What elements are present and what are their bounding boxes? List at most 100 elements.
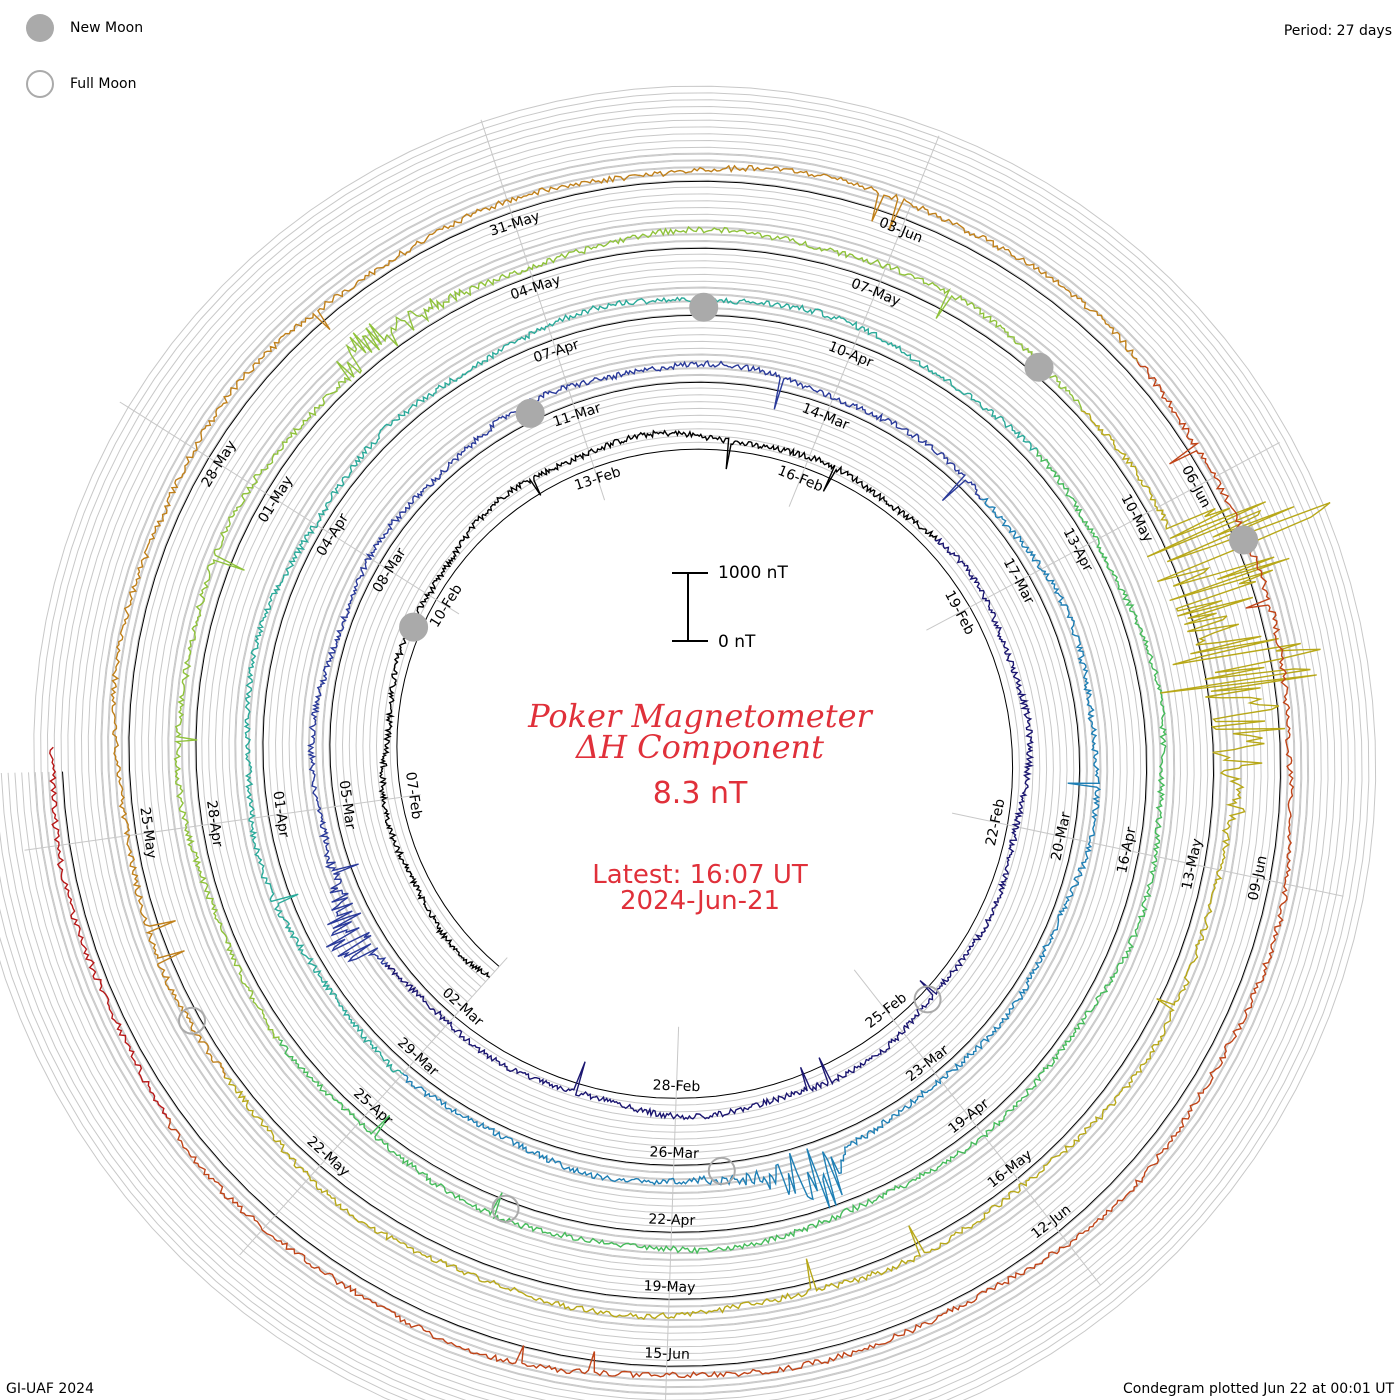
dh-trace-segment xyxy=(1067,747,1102,843)
dh-trace-segment xyxy=(194,341,279,451)
dh-trace-segment xyxy=(573,1167,674,1186)
dh-trace-segment xyxy=(939,1013,1010,1080)
date-label: 04-May xyxy=(508,272,562,303)
dh-trace-segment xyxy=(1160,615,1321,745)
date-label: 19-Feb xyxy=(941,588,978,638)
latest-date: 2024-Jun-21 xyxy=(619,886,781,916)
dh-trace-segment xyxy=(278,916,338,1001)
dh-trace-segment xyxy=(993,826,1020,903)
dh-trace-segment xyxy=(528,233,646,271)
dh-trace-segment xyxy=(173,709,198,828)
dh-trace-segment xyxy=(98,985,168,1118)
dh-trace-segment xyxy=(419,266,530,323)
dh-trace-segment xyxy=(656,359,748,372)
current-value: 8.3 nT xyxy=(652,776,748,811)
dh-trace-segment xyxy=(466,481,522,534)
dh-trace-segment xyxy=(520,451,590,496)
dh-trace-segment xyxy=(1142,637,1167,747)
legend-new-moon: New Moon xyxy=(26,12,143,44)
dh-trace-segment xyxy=(808,1312,944,1366)
new-moon-marker xyxy=(515,398,545,428)
grid-spiral xyxy=(41,160,1302,1388)
dh-trace-segment xyxy=(1033,266,1139,362)
day-spoke xyxy=(665,1026,680,1400)
dh-trace-segment xyxy=(861,326,953,386)
date-label: 13-Feb xyxy=(573,464,623,494)
dh-trace-segment xyxy=(1096,538,1146,639)
dh-trace-segment xyxy=(644,225,768,239)
dh-trace-segment xyxy=(316,441,378,526)
full-moon-marker xyxy=(707,1156,736,1185)
dh-trace-segment xyxy=(422,430,491,490)
dh-trace-segment xyxy=(1040,568,1084,654)
day-spoke xyxy=(24,794,421,851)
dh-trace-segment xyxy=(983,1052,1059,1138)
dh-trace-segment xyxy=(672,1168,773,1190)
date-label: 31-May xyxy=(488,208,542,239)
dh-trace-segment xyxy=(384,964,450,1025)
dh-trace-segment xyxy=(278,1039,360,1123)
scale-top-label: 1000 nT xyxy=(718,563,788,583)
legend-full-moon: Full Moon xyxy=(26,68,136,100)
dh-trace-segment xyxy=(336,999,404,1075)
baseline-spiral xyxy=(62,180,1281,1367)
new-moon-marker xyxy=(399,612,429,642)
latest-time: Latest: 16:07 UT xyxy=(592,860,808,890)
dh-trace-segment xyxy=(225,937,280,1040)
day-spoke xyxy=(788,135,940,507)
new-moon-marker xyxy=(1229,525,1259,555)
dh-trace-segment xyxy=(244,613,267,717)
dh-trace-segment xyxy=(386,1308,525,1365)
dh-trace-segment xyxy=(1011,671,1034,750)
grid-spiral xyxy=(0,119,1343,1400)
dh-trace-segment xyxy=(670,1234,785,1255)
dh-trace-segment xyxy=(110,571,141,705)
dh-trace-segment xyxy=(449,1191,558,1237)
dh-trace-segment xyxy=(1121,855,1158,963)
full-moon-icon xyxy=(26,70,54,98)
date-label: 14-Mar xyxy=(800,400,852,433)
date-label: 19-May xyxy=(643,1278,695,1296)
dh-trace-segment xyxy=(872,492,938,541)
grid-spiral xyxy=(48,167,1295,1381)
scale-bottom-label: 0 nT xyxy=(718,632,756,652)
dh-trace-segment xyxy=(381,799,410,869)
dh-trace-segment xyxy=(263,525,319,615)
dh-trace-segment xyxy=(594,1095,676,1120)
dh-trace-segment xyxy=(358,1114,451,1195)
day-spoke xyxy=(480,119,606,501)
dh-trace-segment xyxy=(771,1134,863,1209)
new-moon-marker xyxy=(1024,352,1054,382)
date-label: 19-Apr xyxy=(945,1096,992,1138)
period-label: Period: 27 days xyxy=(1283,23,1392,39)
dh-trace-segment xyxy=(547,298,652,327)
dh-trace-segment xyxy=(1077,653,1098,748)
dh-trace-segment xyxy=(316,808,359,894)
dh-trace-segment xyxy=(934,537,987,600)
dh-trace-segment xyxy=(661,429,737,470)
dh-trace-segment xyxy=(506,174,641,204)
dh-trace-segment xyxy=(1146,501,1331,626)
grid-spiral xyxy=(0,99,1363,1400)
dh-trace-segment xyxy=(640,164,778,178)
grid-spiral xyxy=(7,126,1336,1400)
day-spoke xyxy=(853,969,1101,1286)
dh-trace-segment xyxy=(156,963,226,1078)
dh-trace-segment xyxy=(539,1297,669,1321)
dh-trace-segment xyxy=(1008,929,1055,1015)
dh-trace-segment xyxy=(916,433,982,502)
dh-trace-segment xyxy=(435,927,491,978)
dh-trace-segment xyxy=(735,440,810,460)
dh-trace-segment xyxy=(252,393,330,486)
dh-trace-segment xyxy=(908,1182,1022,1257)
date-label: 10-Apr xyxy=(826,339,876,371)
dh-trace-segment xyxy=(1057,962,1124,1054)
dh-trace-segment xyxy=(126,835,185,965)
dh-trace-segment xyxy=(311,638,340,723)
date-label: 15-Jun xyxy=(644,1345,690,1363)
dh-trace-segment xyxy=(261,1229,387,1310)
full-moon-marker xyxy=(178,1006,206,1035)
dh-trace-segment xyxy=(951,384,1039,452)
dh-trace-segment xyxy=(137,449,198,572)
grid-spiral xyxy=(28,146,1315,1400)
